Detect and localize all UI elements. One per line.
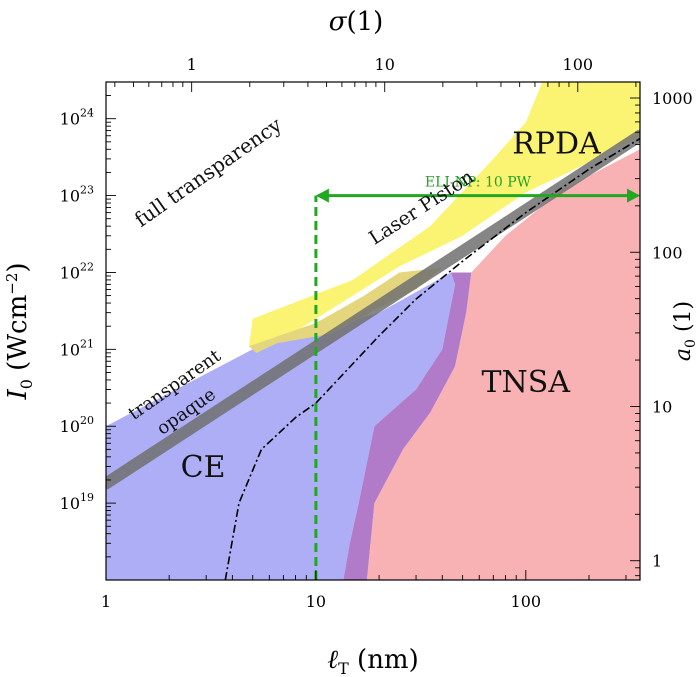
y-tick-label: 1020 [60,414,94,436]
x-axis-title: ℓT (nm) [327,645,418,677]
region-tnsa [366,149,640,580]
x-tick-label: 10 [306,592,326,611]
annotation-tnsa: TNSA [482,365,571,400]
y2-tick-label: 10 [652,397,672,416]
annotation-ce: CE [181,450,226,485]
marker-arrowhead-left [315,188,329,203]
marker-arrowhead-right [627,188,640,203]
y-tick-label: 1022 [60,260,94,282]
y-tick-label: 1019 [60,491,94,513]
markers-layer: ELI-NP: 10 PW [314,175,640,580]
y-tick-label: 1024 [60,107,94,129]
line-dash-dot-boundary [224,137,640,580]
annotation-rpda: RPDA [512,127,601,162]
y2-tick-label: 100 [652,243,683,262]
y2-tick-label: 1000 [652,89,693,108]
region-ce [106,272,455,580]
line-transparency-threshold [106,129,640,490]
x-tick-label: 1 [101,592,111,611]
region-rpda [249,82,640,353]
y-tick-label: 1021 [60,337,94,359]
plot-frame [105,81,641,581]
y-tick-label: 1023 [60,184,94,206]
x2-tick-label: 100 [563,55,594,74]
y-axis-title: I0 (Wcm−2) [3,262,36,400]
lines-layer [106,129,640,580]
y2-tick-label: 1 [652,552,662,571]
ticks-layer: 1 10 100 1 10 100 1019 1020 1021 1022 1023 1024 1 10 1… [60,55,693,611]
region-ce-tnsa-overlap [343,272,472,580]
x2-axis-title: σ(1) [329,7,384,37]
x2-tick-label: 1 [187,55,197,74]
marker-label: ELI-NP: 10 PW [425,175,532,191]
regions-layer [106,82,640,580]
y2-axis-title: a0 (1) [671,301,699,361]
x2-tick-label: 10 [375,55,395,74]
x-tick-label: 100 [511,592,542,611]
